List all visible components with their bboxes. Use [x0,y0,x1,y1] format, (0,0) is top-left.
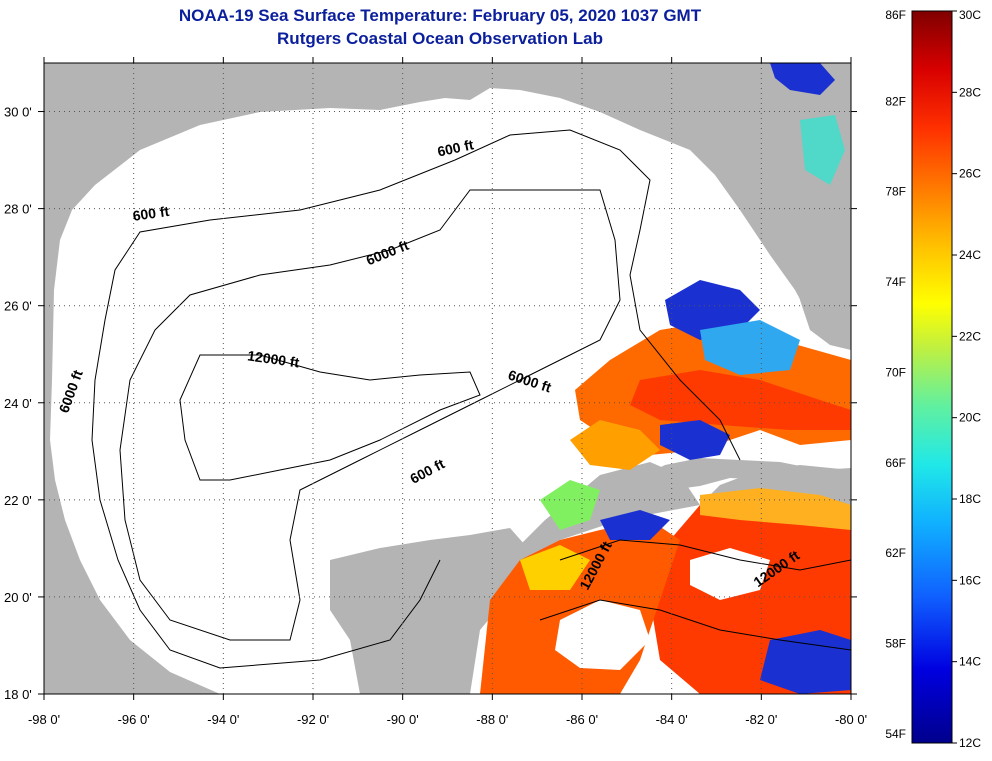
contour-600ft-west [91,159,456,669]
colorbar-c-label: 20C [959,411,981,425]
lat-tick-label: 24 0' [4,396,32,411]
contour-600ft [454,129,741,461]
longitude-axis: -98 0' -96 0' -94 0' -92 0' -90 0' -88 0' -86 … [28,57,867,727]
map-title: NOAA-19 Sea Surface Temperature: Februar… [178,6,702,25]
lon-tick-label: -84 0' [656,712,688,727]
colorbar-f-label: 82F [885,94,906,108]
lat-tick-label: 22 0' [4,493,32,508]
lat-tick-label: 26 0' [4,299,32,314]
bathymetry-contours [91,129,851,669]
colorbar-c-label: 18C [959,492,981,506]
colorbar-f-label: 86F [885,8,906,22]
contour-caribbean [559,539,851,571]
colorbar-fahrenheit-labels: 86F 82F 78F 74F 70F 66F 62F 58F 54F [885,8,906,741]
lat-tick-label: 18 0' [4,687,32,702]
map-subtitle: Rutgers Coastal Ocean Observation Lab [277,29,603,48]
lon-tick-label: -96 0' [118,712,150,727]
colorbar-f-label: 78F [885,185,906,199]
colorbar-f-label: 62F [885,546,906,560]
contour-label: 600 ft [132,203,171,224]
colorbar-f-label: 70F [885,365,906,379]
colorbar-c-label: 28C [959,85,981,99]
lon-tick-label: -92 0' [297,712,329,727]
colorbar-c-label: 14C [959,655,981,669]
gulf-ocean [50,88,851,694]
lon-tick-label: -80 0' [835,712,867,727]
colorbar-f-label: 74F [885,275,906,289]
latitude-axis: 30 0' 28 0' 26 0' 24 0' 22 0' 20 0' 18 0' [4,105,857,702]
cuba-island [598,458,851,510]
colorbar-c-label: 30C [959,8,981,22]
colorbar-c-label: 22C [959,329,981,343]
colorbar-c-label: 16C [959,573,981,587]
contour-label: 12000 ft [246,347,300,370]
yucatan-peninsula [330,528,525,694]
colorbar-celsius-labels: 30C 28C 26C 24C 22C 20C 18C 16C 14C 12C [952,8,981,750]
lon-tick-label: -82 0' [745,712,777,727]
contour-label: 600 ft [436,136,475,159]
lat-tick-label: 28 0' [4,202,32,217]
lon-tick-label: -94 0' [207,712,239,727]
map-frame [43,62,852,695]
colorbar-c-label: 24C [959,248,981,262]
lat-tick-label: 30 0' [4,105,32,120]
colorbar-f-label: 58F [885,637,906,651]
colorbar-c-label: 26C [959,167,981,181]
contour-6000ft [119,189,621,641]
colorbar-f-label: 54F [885,727,906,741]
contour-caribbean-2 [539,599,851,651]
lon-tick-label: -90 0' [387,712,419,727]
colorbar-f-label: 66F [885,456,906,470]
lat-tick-label: 20 0' [4,590,32,605]
lon-tick-label: -86 0' [566,712,598,727]
lon-tick-label: -88 0' [476,712,508,727]
lon-tick-label: -98 0' [28,712,60,727]
colorbar-c-label: 12C [959,736,981,750]
colorbar [911,10,953,744]
contour-12000ft [179,354,481,481]
